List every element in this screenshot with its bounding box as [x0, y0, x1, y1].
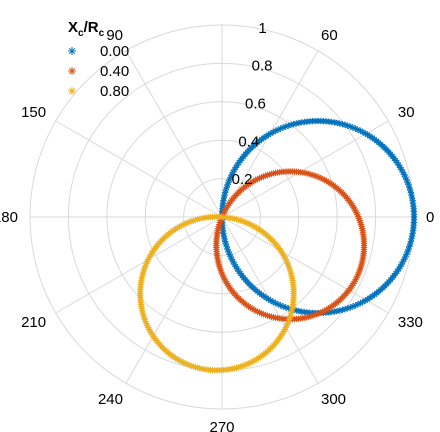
- tick-labels: 0.2 0.4 0.6 0.8 1 0 30 60 90 150 180 210 240 270 300 33…: [0, 20, 434, 432]
- theta-gridline: [125, 50, 223, 218]
- series-0.80: [137, 213, 297, 374]
- data-point: [68, 87, 76, 95]
- theta-gridline: [221, 216, 389, 314]
- theta-gridline: [55, 120, 223, 218]
- r-tick-label: 0.8: [252, 58, 273, 75]
- theta-tick-label: 90: [106, 27, 123, 44]
- theta-tick-label: 150: [21, 104, 46, 121]
- theta-tick-label: 300: [321, 391, 346, 408]
- data-series: [137, 117, 418, 374]
- legend-title: Xc/Rc: [68, 19, 105, 39]
- theta-tick-label: 0: [426, 209, 434, 226]
- data-point: [215, 260, 222, 268]
- data-point: [68, 67, 76, 75]
- data-point: [290, 292, 297, 299]
- theta-gridline: [125, 216, 223, 384]
- theta-tick-label: 180: [0, 209, 18, 226]
- legend-title-sub1: c: [78, 28, 84, 39]
- data-point: [360, 244, 368, 251]
- data-point: [68, 47, 76, 55]
- legend-entry: 0.80: [68, 83, 129, 100]
- theta-tick-label: 270: [209, 419, 234, 432]
- legend-label: 0.80: [100, 83, 129, 100]
- r-tick-label: 1: [258, 20, 266, 37]
- legend-title-main: X: [68, 19, 78, 36]
- theta-tick-label: 30: [398, 104, 415, 121]
- data-point: [410, 216, 418, 223]
- r-tick-label: 0.4: [238, 133, 259, 150]
- theta-gridline: [221, 120, 389, 218]
- legend-label: 0.40: [100, 63, 129, 80]
- theta-gridline: [55, 216, 223, 314]
- legend-title-slash: /R: [84, 19, 99, 36]
- theta-tick-label: 210: [21, 314, 46, 331]
- legend-label: 0.00: [100, 43, 129, 60]
- legend-title-sub2: c: [99, 28, 105, 39]
- theta-tick-label: 240: [98, 391, 123, 408]
- legend: Xc/Rc 0.00 0.40 0.80: [68, 19, 129, 100]
- theta-tick-label: 60: [321, 27, 338, 44]
- legend-entry: 0.40: [68, 63, 129, 80]
- theta-tick-label: 330: [398, 314, 423, 331]
- r-tick-label: 0.6: [245, 96, 266, 113]
- data-point: [272, 127, 279, 135]
- data-point: [357, 127, 364, 135]
- data-point: [352, 125, 359, 132]
- legend-entry: 0.00: [68, 43, 129, 60]
- r-tick-label: 0.2: [232, 171, 253, 188]
